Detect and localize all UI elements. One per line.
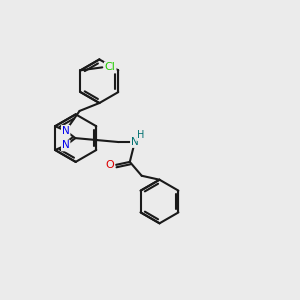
Text: Cl: Cl [105,62,116,72]
Text: N: N [62,126,70,136]
Text: N: N [62,140,70,151]
Text: O: O [106,160,114,170]
Text: H: H [137,130,144,140]
Text: N: N [131,137,139,147]
